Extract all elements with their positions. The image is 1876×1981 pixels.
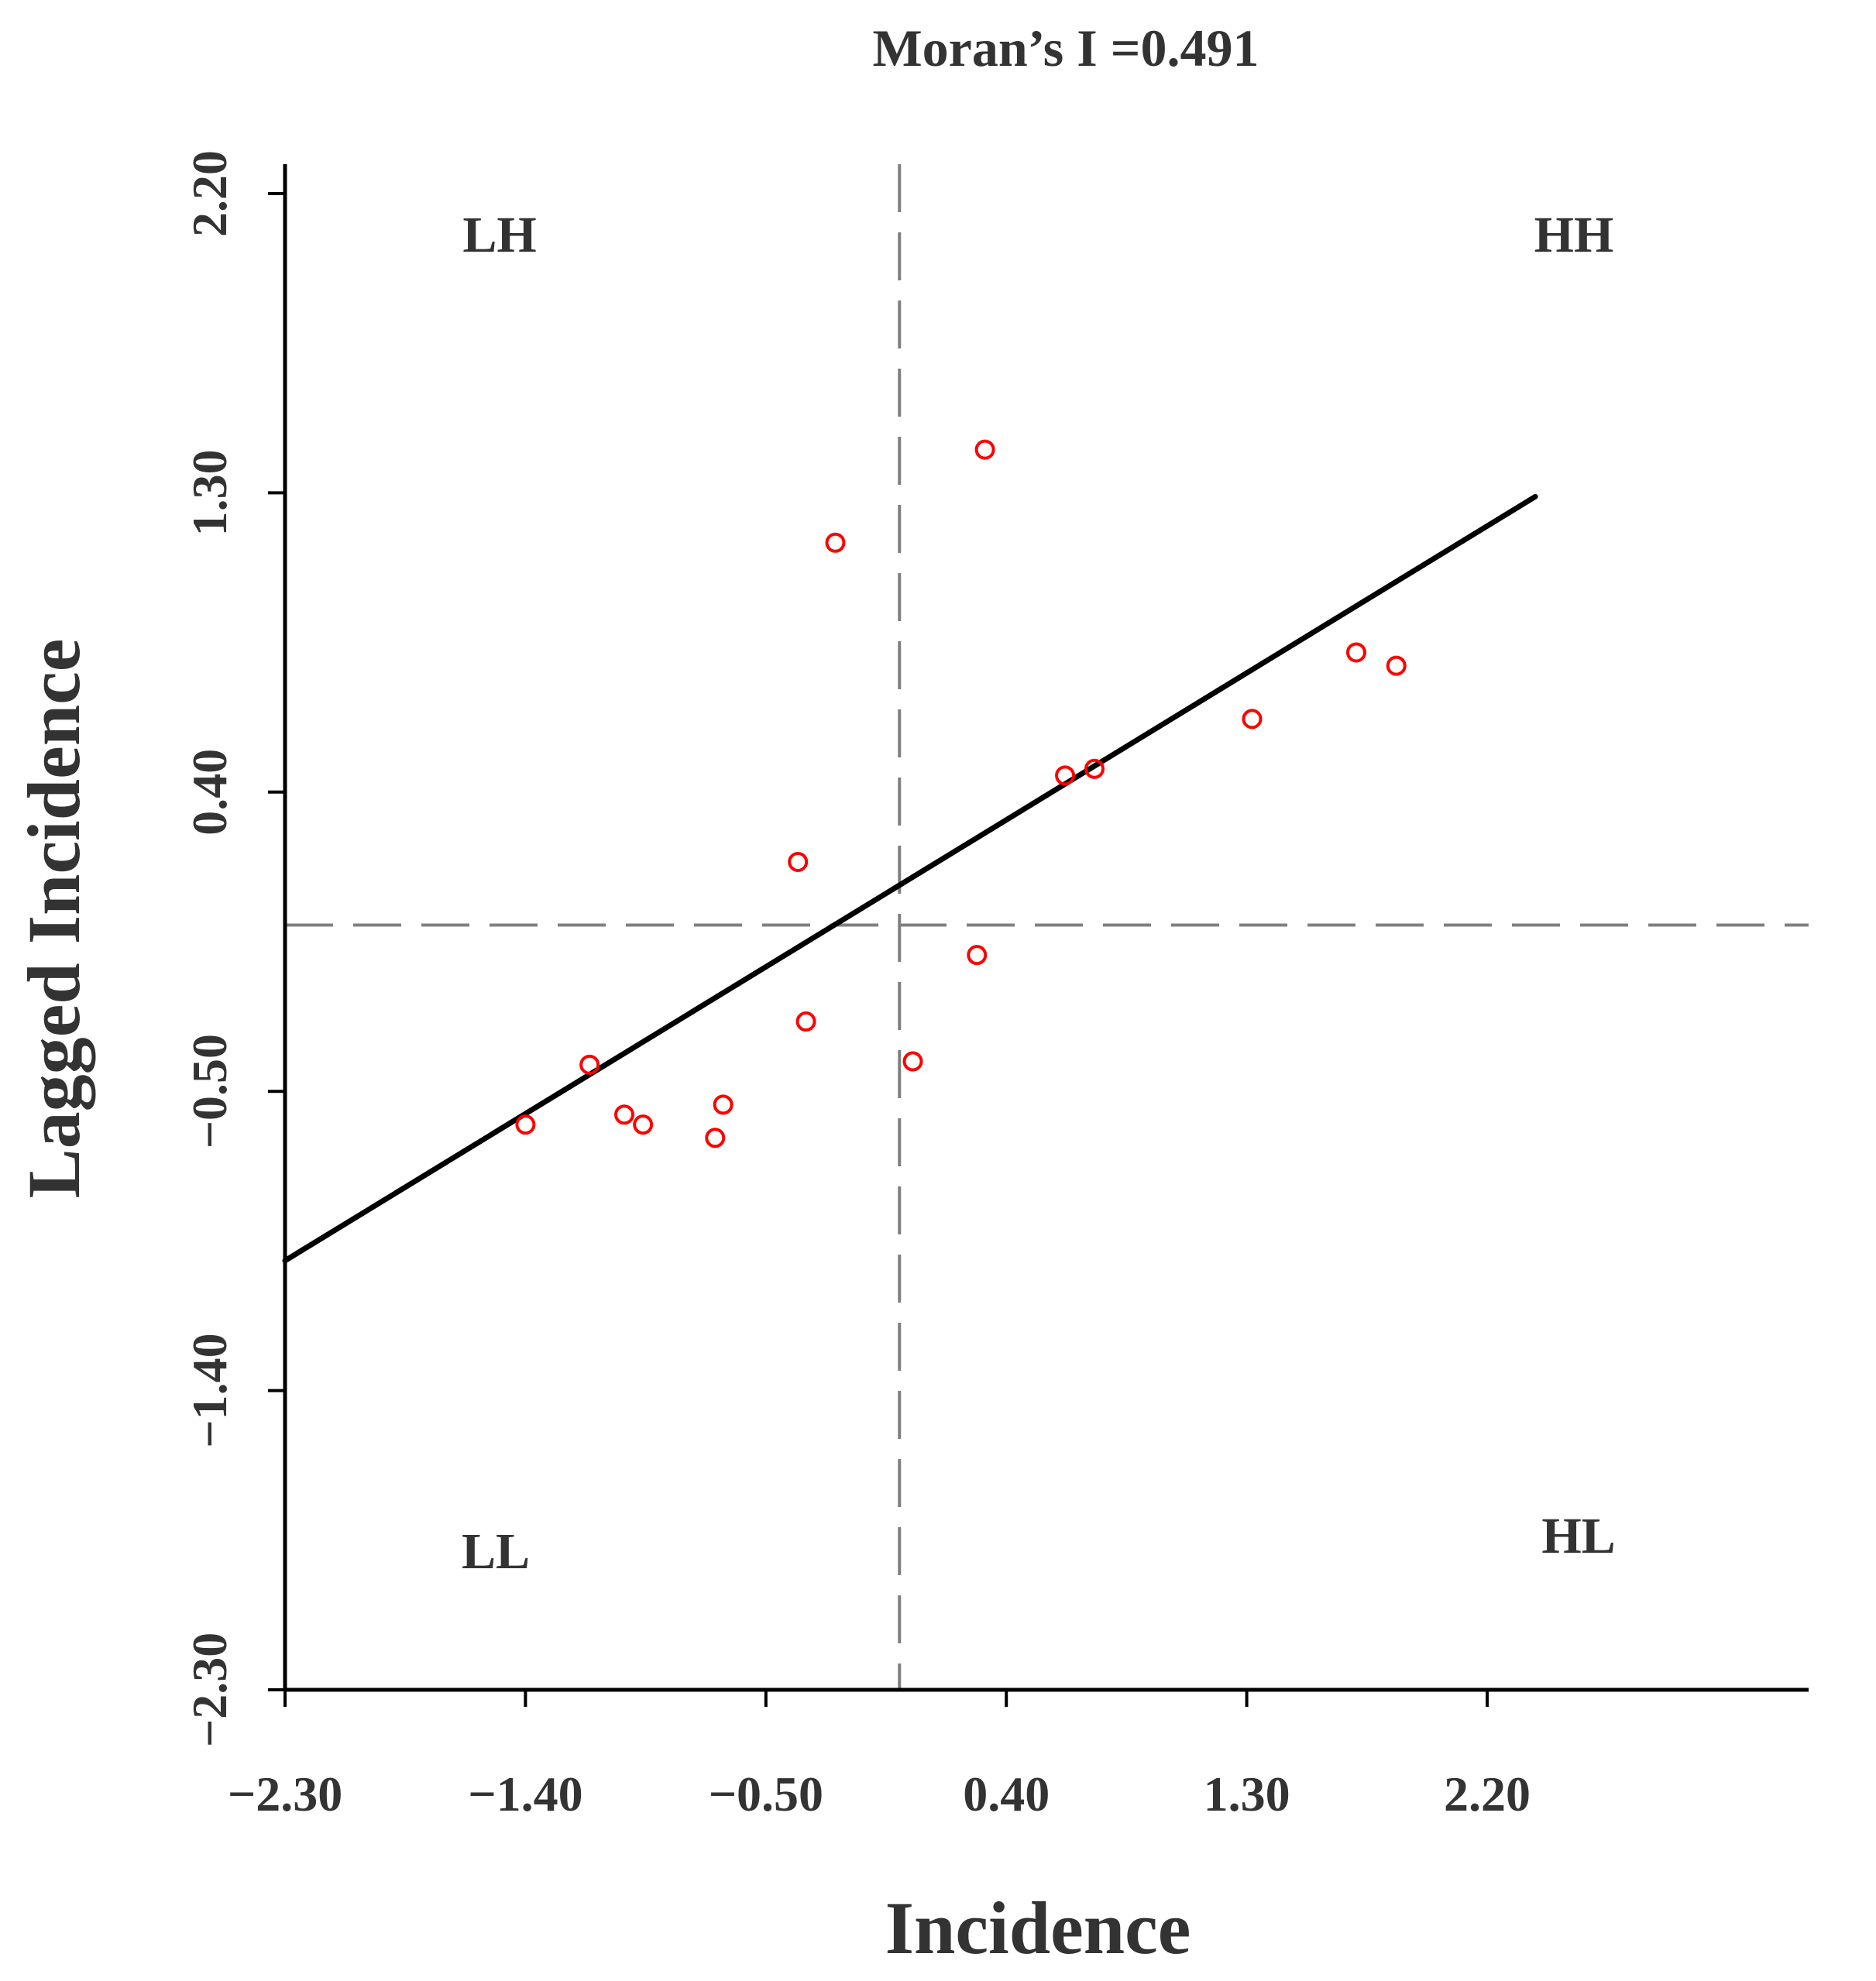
data-point-17 [1386, 655, 1407, 676]
y-axis-label: Lagged Incidence [12, 639, 95, 1199]
data-point-3 [614, 1104, 635, 1125]
y-tick-label-5: 1.30 [182, 449, 237, 536]
x-tick-label-6: 2.20 [1444, 1766, 1531, 1821]
y-tick-label-3: −0.50 [182, 1034, 237, 1148]
quadrant-label-hl: HL [1541, 1508, 1615, 1564]
y-tick-label-1: −2.30 [182, 1633, 237, 1747]
data-point-9 [825, 532, 846, 553]
data-point-6 [713, 1094, 734, 1115]
data-point-5 [705, 1128, 726, 1148]
y-tick-label-6: 2.20 [182, 150, 237, 237]
axes [283, 164, 1809, 1692]
y-tick-label-4: 0.40 [182, 749, 237, 836]
data-point-7 [788, 851, 809, 872]
y-tick-label-2: −1.40 [182, 1333, 237, 1447]
data-point-10 [902, 1051, 923, 1072]
data-point-1 [515, 1114, 536, 1135]
data-point-13 [1055, 765, 1076, 786]
data-point-4 [633, 1114, 654, 1135]
data-point-14 [1084, 758, 1105, 779]
x-tick-label-2: −1.40 [468, 1766, 582, 1821]
quadrant-label-ll: LL [462, 1523, 530, 1580]
regression-line [282, 493, 1538, 1264]
x-tick-label-1: −2.30 [228, 1766, 342, 1821]
x-tick-label-4: 0.40 [963, 1766, 1050, 1821]
data-point-16 [1346, 642, 1367, 663]
data-point-2 [579, 1054, 600, 1075]
quadrant-label-hh: HH [1534, 207, 1614, 263]
x-axis-label: Incidence [885, 1887, 1191, 1969]
x-tick-label-3: −0.50 [709, 1766, 823, 1821]
data-points [515, 439, 1407, 1148]
chart-title: Moran’s I =0.491 [873, 19, 1259, 77]
reference-lines [285, 164, 1809, 1690]
regression-line-group [282, 493, 1538, 1264]
data-point-12 [974, 439, 995, 460]
data-point-11 [967, 945, 988, 966]
x-tick-label-5: 1.30 [1204, 1766, 1290, 1821]
data-point-8 [795, 1011, 816, 1032]
quadrant-label-lh: LH [462, 207, 536, 263]
data-point-15 [1242, 709, 1263, 730]
ticks: −2.30 −1.40 −0.50 0.40 1.30 2.20 −2.30 −1.40 −0.… [182, 150, 1531, 1821]
